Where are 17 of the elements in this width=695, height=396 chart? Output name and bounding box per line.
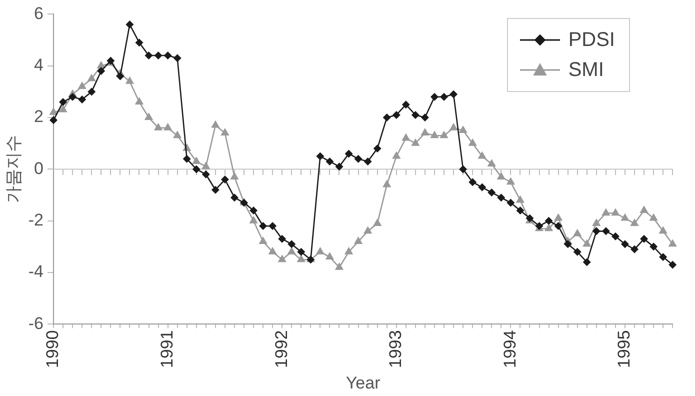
y-tick-label: 6 [34,4,44,23]
legend-label: PDSI [568,28,615,52]
y-tick-label: -4 [28,262,44,282]
legend-label: SMI [568,58,604,82]
x-axis-title: Year [346,374,381,393]
y-tick-label: -2 [28,210,44,230]
y-tick-label: 0 [34,158,44,178]
x-tick-label: 1990 [43,330,62,368]
y-tick-label: 2 [34,107,44,126]
x-tick-label: 1992 [272,330,291,368]
y-axis-title: 가뭄지수 [4,135,23,204]
y-tick-label: 4 [34,56,44,75]
x-tick-label: 1994 [500,330,520,368]
x-tick-label: 1995 [614,330,634,368]
y-tick-label: -6 [28,314,44,333]
x-tick-label: 1991 [157,330,176,368]
x-tick-label: 1993 [386,330,406,368]
